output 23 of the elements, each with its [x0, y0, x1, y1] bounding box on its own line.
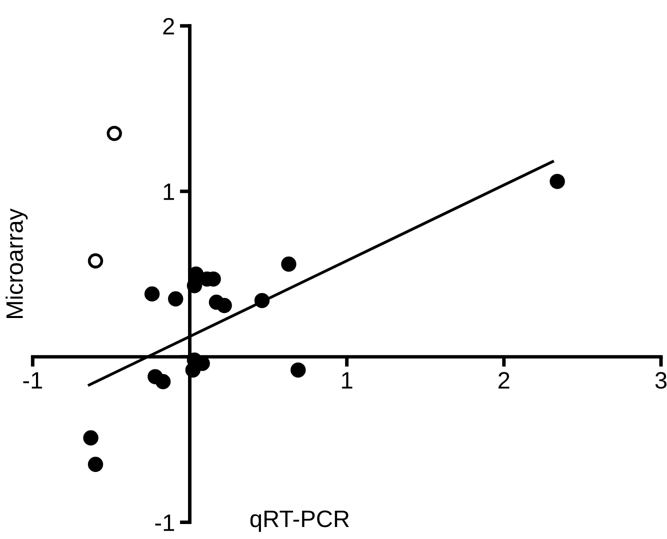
x-tick-label: 2 — [498, 372, 510, 389]
x-tick-label: 1 — [342, 372, 352, 389]
point — [106, 126, 122, 142]
point — [88, 253, 104, 268]
point — [144, 286, 160, 302]
point — [281, 256, 296, 272]
x-tick-label: 3 — [655, 372, 667, 389]
point — [254, 292, 270, 308]
point — [88, 456, 104, 472]
point — [185, 362, 201, 378]
point — [155, 374, 171, 390]
x-axis-title: qRT-PCR — [250, 510, 349, 532]
point — [290, 362, 306, 378]
point — [83, 430, 98, 446]
point — [186, 278, 202, 294]
y-tick-label: -1 — [155, 514, 174, 531]
point — [550, 174, 565, 190]
y-axis-title: Microarray — [6, 208, 28, 318]
point — [216, 298, 232, 314]
point — [168, 291, 184, 307]
y-tick-label: 2 — [163, 18, 174, 34]
y-tick-label: 1 — [164, 184, 174, 200]
x-tick-label: -1 — [23, 372, 42, 389]
